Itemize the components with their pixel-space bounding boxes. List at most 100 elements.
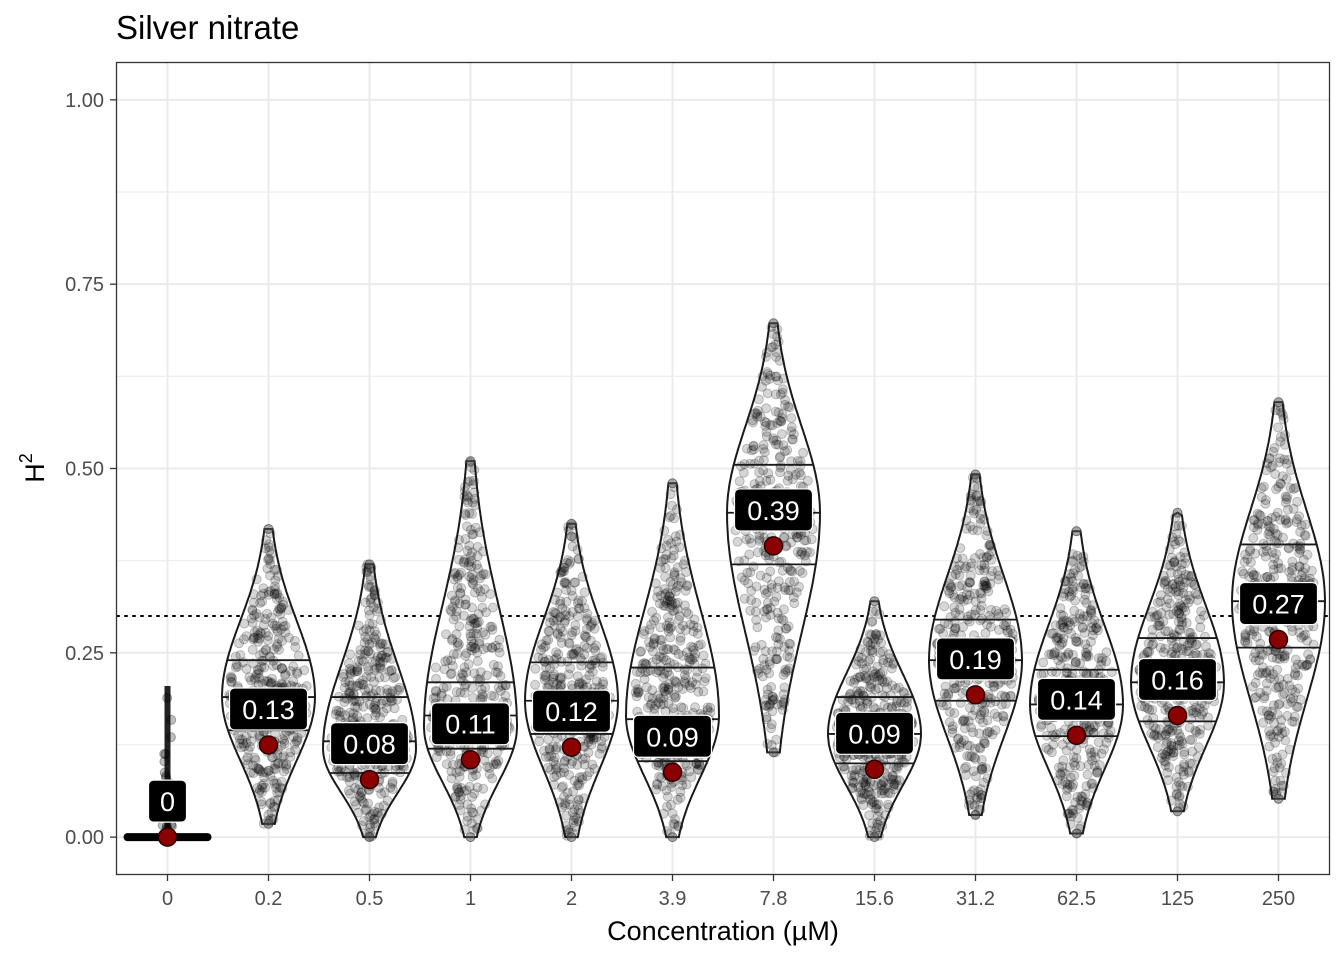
- jitter-point: [1151, 611, 1162, 621]
- x-tick-label: 0: [162, 888, 173, 910]
- jitter-point: [1147, 640, 1157, 650]
- jitter-point: [791, 587, 802, 598]
- jitter-point: [665, 510, 676, 521]
- jitter-point: [265, 586, 276, 596]
- jitter-point: [1050, 620, 1061, 631]
- jitter-point: [232, 661, 243, 672]
- jitter-point: [292, 732, 303, 743]
- jitter-point: [760, 646, 771, 657]
- jitter-point: [989, 708, 1000, 719]
- jitter-point: [754, 533, 765, 544]
- jitter-point: [262, 635, 273, 646]
- jitter-point: [160, 749, 171, 760]
- jitter-point: [570, 625, 581, 636]
- jitter-point: [469, 788, 480, 799]
- jitter-point: [878, 655, 889, 666]
- jitter-point: [752, 409, 763, 420]
- jitter-point: [534, 736, 545, 747]
- jitter-point: [379, 787, 390, 798]
- jitter-point: [280, 620, 291, 631]
- value-label: 0.39: [747, 496, 800, 526]
- jitter-point: [1069, 565, 1080, 576]
- jitter-point: [262, 608, 273, 619]
- jitter-point: [386, 693, 396, 704]
- jitter-point: [1180, 552, 1191, 563]
- jitter-point: [277, 596, 288, 607]
- jitter-point: [270, 584, 280, 595]
- jitter-point: [365, 822, 376, 833]
- jitter-point: [1292, 496, 1303, 507]
- jitter-point: [1276, 715, 1287, 726]
- jitter-point: [241, 731, 252, 742]
- jitter-point: [226, 676, 237, 687]
- jitter-point: [377, 638, 388, 649]
- jitter-point: [732, 536, 743, 547]
- jitter-point: [566, 650, 577, 660]
- jitter-point: [530, 679, 541, 690]
- jitter-point: [1294, 511, 1305, 522]
- jitter-point: [1160, 643, 1171, 654]
- x-tick-label: 0.2: [255, 888, 283, 910]
- jitter-point: [869, 596, 880, 607]
- jitter-point: [673, 614, 684, 625]
- jitter-point: [278, 599, 289, 610]
- jitter-point: [259, 772, 270, 783]
- jitter-point: [1269, 763, 1280, 774]
- jitter-point: [867, 797, 878, 808]
- jitter-point: [276, 602, 287, 613]
- jitter-point: [159, 748, 170, 759]
- jitter-point: [281, 763, 292, 774]
- y-axis-title-base: H: [20, 463, 50, 483]
- jitter-point: [361, 804, 372, 815]
- jitter-point: [253, 668, 264, 679]
- jitter-point: [1262, 516, 1273, 527]
- jitter-point: [348, 708, 359, 719]
- jitter-point: [1160, 626, 1171, 637]
- jitter-point: [386, 665, 397, 676]
- jitter-point: [1070, 595, 1081, 606]
- jitter-point: [1171, 561, 1182, 572]
- jitter-point: [769, 596, 780, 607]
- jitter-point: [887, 770, 898, 781]
- jitter-point: [560, 610, 571, 621]
- jitter-point: [760, 421, 771, 431]
- jitter-point: [758, 455, 769, 466]
- jitter-point: [1065, 772, 1076, 783]
- jitter-point: [564, 638, 575, 649]
- value-label: 0.12: [545, 697, 598, 727]
- jitter-point: [1167, 584, 1178, 594]
- jitter-point: [573, 795, 584, 806]
- jitter-point: [369, 818, 380, 829]
- jitter-point: [1142, 703, 1153, 714]
- jitter-point: [980, 628, 991, 639]
- jitter-point: [162, 692, 173, 703]
- jitter-point: [343, 785, 354, 796]
- jitter-point: [758, 440, 769, 450]
- jitter-point: [465, 551, 476, 562]
- jitter-point: [631, 666, 642, 677]
- jitter-point: [555, 632, 566, 643]
- jitter-point: [462, 799, 473, 810]
- jitter-point: [493, 755, 504, 766]
- jitter-point: [1260, 572, 1271, 583]
- value-label: 0.11: [445, 710, 496, 740]
- jitter-point: [1245, 544, 1256, 555]
- jitter-point: [370, 697, 381, 708]
- jitter-point: [462, 521, 472, 532]
- jitter-point: [269, 565, 280, 575]
- jitter-point: [1261, 678, 1272, 689]
- jitter-point: [1196, 606, 1207, 617]
- jitter-point: [1075, 761, 1086, 772]
- jitter-point: [279, 766, 289, 777]
- jitter-point: [273, 633, 284, 644]
- jitter-point: [1187, 746, 1198, 757]
- jitter-point: [256, 661, 267, 672]
- jitter-point: [356, 787, 367, 798]
- jitter-point: [1087, 755, 1097, 766]
- jitter-point: [254, 673, 265, 684]
- jitter-point: [971, 504, 982, 515]
- jitter-point: [449, 595, 460, 606]
- jitter-point: [263, 587, 274, 597]
- jitter-point: [250, 755, 261, 765]
- jitter-point: [280, 760, 291, 771]
